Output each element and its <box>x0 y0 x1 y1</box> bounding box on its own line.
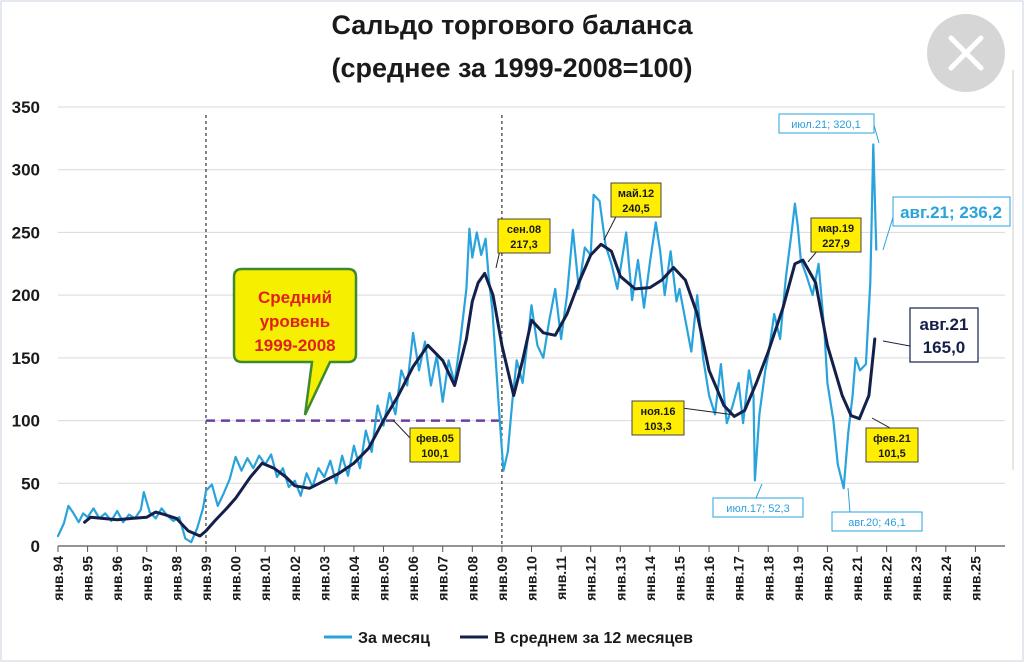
x-tick-label-9: янв.03 <box>316 556 332 601</box>
x-tick-label-28: янв.22 <box>879 556 895 601</box>
annotation-sep08-value: 217,3 <box>510 239 538 251</box>
axes <box>57 545 1005 552</box>
annotation-nov16-value: 103,3 <box>644 421 672 433</box>
x-tick-label-11: янв.05 <box>376 556 392 601</box>
annotation-jul21-text: июл.21; 320,1 <box>791 119 861 131</box>
close-button[interactable] <box>927 14 1005 92</box>
y-tick-label-200: 200 <box>12 286 40 305</box>
x-tick-label-16: янв.10 <box>524 556 540 601</box>
callout-line-1: Средний <box>258 288 332 307</box>
callout-line-3: 1999-2008 <box>254 336 335 355</box>
x-tick-label-4: янв.98 <box>168 556 184 601</box>
annotation-jul17: июл.17; 52,3 <box>712 483 804 518</box>
annotation-aug20-text: авг.20; 46,1 <box>848 517 905 529</box>
annotation-jul17-text: июл.17; 52,3 <box>726 503 789 515</box>
x-tick-label-25: янв.19 <box>790 556 806 601</box>
x-tick-label-31: янв.25 <box>967 556 983 601</box>
average-level-callout: Средний уровень 1999-2008 <box>232 267 358 416</box>
annotation-feb21-date: фев.21 <box>873 433 911 445</box>
x-tick-label-10: янв.04 <box>346 556 362 601</box>
x-tick-label-15: янв.09 <box>494 556 510 601</box>
annotation-nov16-date: ноя.16 <box>641 406 676 418</box>
annotation-aug21-monthly-text: авг.21; 236,2 <box>900 203 1002 222</box>
legend-label-average: В среднем за 12 месяцев <box>494 630 693 647</box>
annotation-may12: май.12 240,5 <box>603 182 662 241</box>
y-tick-label-300: 300 <box>12 161 40 180</box>
x-tick-label-30: янв.24 <box>938 556 954 601</box>
annotation-mar19: мар.19 227,9 <box>807 217 862 263</box>
series-line-monthly <box>56 143 878 544</box>
annotation-may12-date: май.12 <box>618 188 654 200</box>
annotation-feb05-date: фев.05 <box>416 433 454 445</box>
y-tick-label-250: 250 <box>12 223 40 242</box>
annotation-mar19-date: мар.19 <box>818 223 854 235</box>
x-tick-label-21: янв.15 <box>671 556 687 601</box>
x-tick-label-19: янв.13 <box>612 556 628 601</box>
x-tick-label-2: янв.96 <box>109 556 125 601</box>
callout-line-2: уровень <box>260 312 330 331</box>
x-tick-label-29: янв.23 <box>908 556 924 601</box>
annotation-aug21-average-date: авг.21 <box>920 315 969 334</box>
annotation-mar19-value: 227,9 <box>822 238 850 250</box>
x-tick-label-6: янв.00 <box>228 556 244 601</box>
annotation-nov16: ноя.16 103,3 <box>631 400 736 436</box>
x-tick-label-7: янв.01 <box>257 556 273 601</box>
annotation-sep08: сен.08 217,3 <box>495 218 551 269</box>
x-tick-label-13: янв.07 <box>435 556 451 601</box>
x-tick-label-3: янв.97 <box>139 556 155 601</box>
annotation-feb21-value: 101,5 <box>878 448 906 460</box>
x-tick-label-8: янв.02 <box>287 556 303 601</box>
callout-bubble <box>232 267 358 416</box>
x-tick-label-27: янв.21 <box>849 556 865 601</box>
reference-lines <box>205 115 503 546</box>
y-tick-label-350: 350 <box>12 98 40 117</box>
y-tick-labels: 0 50 100 150 200 250 300 350 <box>12 98 40 556</box>
x-tick-label-18: янв.12 <box>583 556 599 601</box>
annotation-sep08-date: сен.08 <box>507 224 541 236</box>
series-lines <box>56 143 878 544</box>
annotation-feb21: фев.21 101,5 <box>865 417 919 463</box>
x-tick-label-26: янв.20 <box>819 556 835 601</box>
annotation-jul21: июл.21; 320,1 <box>778 113 880 144</box>
x-tick-label-0: янв.94 <box>50 556 66 601</box>
annotation-aug21-average-value: 165,0 <box>923 338 966 357</box>
chart-subtitle: (среднее за 1999-2008=100) <box>331 53 692 83</box>
annotation-feb05: фев.05 100,1 <box>392 419 461 463</box>
x-tick-label-22: янв.16 <box>701 556 717 601</box>
x-tick-label-12: янв.06 <box>405 556 421 601</box>
x-tick-label-17: янв.11 <box>553 556 569 600</box>
legend-label-monthly: За месяц <box>358 630 430 647</box>
annotation-feb05-value: 100,1 <box>421 448 449 460</box>
x-tick-labels: янв.94 янв.95 янв.96 янв.97 янв.98 янв.99 янв.… <box>50 556 983 601</box>
legend: За месяц В среднем за 12 месяцев <box>324 630 693 647</box>
x-tick-label-20: янв.14 <box>642 556 658 601</box>
annotation-aug21-average: авг.21 165,0 <box>882 307 979 363</box>
y-tick-label-100: 100 <box>12 412 40 431</box>
annotation-may12-value: 240,5 <box>622 203 650 215</box>
annotation-aug21-monthly: авг.21; 236,2 <box>882 196 1011 251</box>
y-tick-label-150: 150 <box>12 349 40 368</box>
chart-title: Сальдо торгового баланса <box>331 10 693 40</box>
x-tick-label-5: янв.99 <box>198 556 214 601</box>
y-tick-label-50: 50 <box>21 474 40 493</box>
x-tick-label-1: янв.95 <box>80 556 96 601</box>
x-tick-label-24: янв.18 <box>760 556 776 601</box>
x-tick-label-14: янв.08 <box>464 556 480 601</box>
close-icon[interactable] <box>948 35 984 71</box>
series-line-12m-average <box>83 242 877 538</box>
annotation-aug20: авг.20; 46,1 <box>831 487 923 532</box>
x-tick-label-23: янв.17 <box>731 556 747 601</box>
y-tick-label-0: 0 <box>31 537 40 556</box>
